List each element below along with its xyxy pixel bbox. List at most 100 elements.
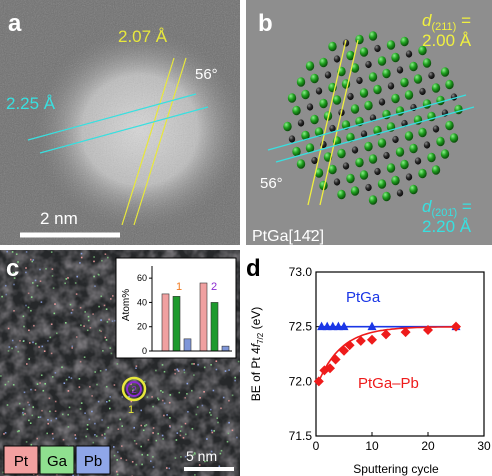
pt-atom bbox=[391, 93, 400, 104]
pt-atom bbox=[350, 186, 360, 196]
speckle bbox=[28, 329, 30, 332]
pt-atom bbox=[409, 61, 418, 72]
ptga-point bbox=[339, 321, 349, 331]
speckle bbox=[135, 365, 138, 367]
ptgapb-point bbox=[355, 335, 366, 346]
speckle bbox=[203, 366, 206, 369]
speckle bbox=[27, 401, 29, 404]
speckle bbox=[47, 340, 49, 342]
speckle bbox=[34, 279, 37, 282]
speckle bbox=[199, 397, 201, 399]
pt-atom bbox=[314, 127, 324, 137]
speckle bbox=[141, 463, 143, 466]
panel-label-b: b bbox=[258, 10, 273, 37]
pt-atom bbox=[368, 195, 378, 205]
ptgapb-point bbox=[344, 340, 355, 351]
speckle bbox=[91, 410, 93, 413]
speckle bbox=[113, 384, 116, 386]
speckle bbox=[40, 374, 43, 376]
speckle bbox=[110, 298, 112, 300]
pt-atom bbox=[350, 63, 360, 73]
y-tick-label: 73.0 bbox=[289, 265, 313, 279]
ga-atom bbox=[329, 124, 336, 133]
speckle bbox=[50, 419, 52, 422]
speckle bbox=[83, 356, 86, 358]
pt-atom bbox=[346, 132, 355, 143]
speckle bbox=[68, 406, 71, 409]
speckle bbox=[80, 402, 83, 404]
speckle bbox=[30, 443, 33, 446]
scale-bar-label: 5 nm bbox=[186, 448, 217, 464]
speckle bbox=[94, 434, 96, 436]
speckle bbox=[79, 306, 82, 309]
speckle bbox=[29, 342, 31, 344]
speckle bbox=[32, 341, 34, 344]
speckle bbox=[89, 385, 91, 388]
legend-pt-label: Pt bbox=[14, 453, 29, 470]
speckle bbox=[177, 369, 179, 372]
ptgapb-point bbox=[367, 334, 377, 345]
x-tick-label: 10 bbox=[365, 439, 379, 453]
ptgapb-fit-curve bbox=[318, 326, 456, 382]
speckle bbox=[105, 385, 108, 388]
speckle bbox=[161, 434, 164, 437]
speckle bbox=[163, 402, 166, 405]
speckle bbox=[32, 259, 35, 261]
speckle bbox=[40, 301, 43, 303]
speckle bbox=[114, 319, 116, 322]
point-2-label: 2 bbox=[131, 385, 137, 396]
speckle bbox=[140, 424, 143, 427]
speckle bbox=[42, 389, 45, 392]
speckle bbox=[89, 327, 92, 329]
speckle bbox=[35, 342, 37, 345]
speckle bbox=[121, 425, 123, 427]
speckle bbox=[16, 430, 19, 433]
pt-atom bbox=[431, 165, 441, 175]
d201-value: 2.20 Å bbox=[422, 217, 472, 236]
speckle bbox=[13, 310, 15, 312]
speckle bbox=[236, 436, 238, 439]
speckle bbox=[74, 437, 77, 440]
ptgapb-point bbox=[381, 329, 391, 340]
speckle bbox=[186, 382, 189, 385]
ga-atom bbox=[324, 71, 332, 79]
speckle bbox=[169, 426, 171, 428]
pt-atom bbox=[337, 148, 346, 159]
pt-atom bbox=[319, 57, 328, 68]
panel-label-d: d bbox=[246, 255, 261, 282]
speckle bbox=[133, 440, 136, 442]
pt-atom bbox=[418, 127, 427, 138]
speckle bbox=[19, 340, 21, 342]
y-tick-label: 72.0 bbox=[289, 374, 313, 388]
pt-atom bbox=[287, 93, 297, 103]
speckle bbox=[84, 412, 86, 414]
speckle bbox=[62, 413, 64, 416]
d201-label: d(201̄) = bbox=[422, 197, 472, 219]
speckle bbox=[22, 315, 25, 318]
pt-atom bbox=[355, 157, 364, 168]
ga-atom bbox=[414, 157, 422, 165]
speckle bbox=[163, 414, 165, 417]
speckle bbox=[151, 396, 153, 398]
speckle bbox=[47, 419, 49, 421]
inset-series-2-label: 2 bbox=[211, 281, 217, 293]
ga-atom bbox=[405, 50, 413, 58]
speckle bbox=[169, 417, 171, 419]
point-1-marker bbox=[121, 376, 147, 402]
speckle bbox=[30, 309, 32, 312]
speckle bbox=[51, 432, 54, 435]
speckle bbox=[184, 455, 187, 458]
speckle bbox=[220, 407, 222, 410]
pt-atom bbox=[454, 104, 463, 115]
inset-y-tick-label: 20 bbox=[137, 322, 147, 332]
speckle bbox=[17, 350, 20, 353]
speckle bbox=[28, 419, 30, 422]
speckle bbox=[45, 268, 47, 270]
speckle bbox=[25, 251, 28, 253]
speckle bbox=[178, 391, 181, 394]
speckle bbox=[228, 421, 230, 424]
speckle bbox=[71, 309, 74, 311]
pt-atom bbox=[400, 159, 409, 170]
speckle bbox=[18, 430, 20, 432]
pt-atom bbox=[418, 45, 427, 56]
